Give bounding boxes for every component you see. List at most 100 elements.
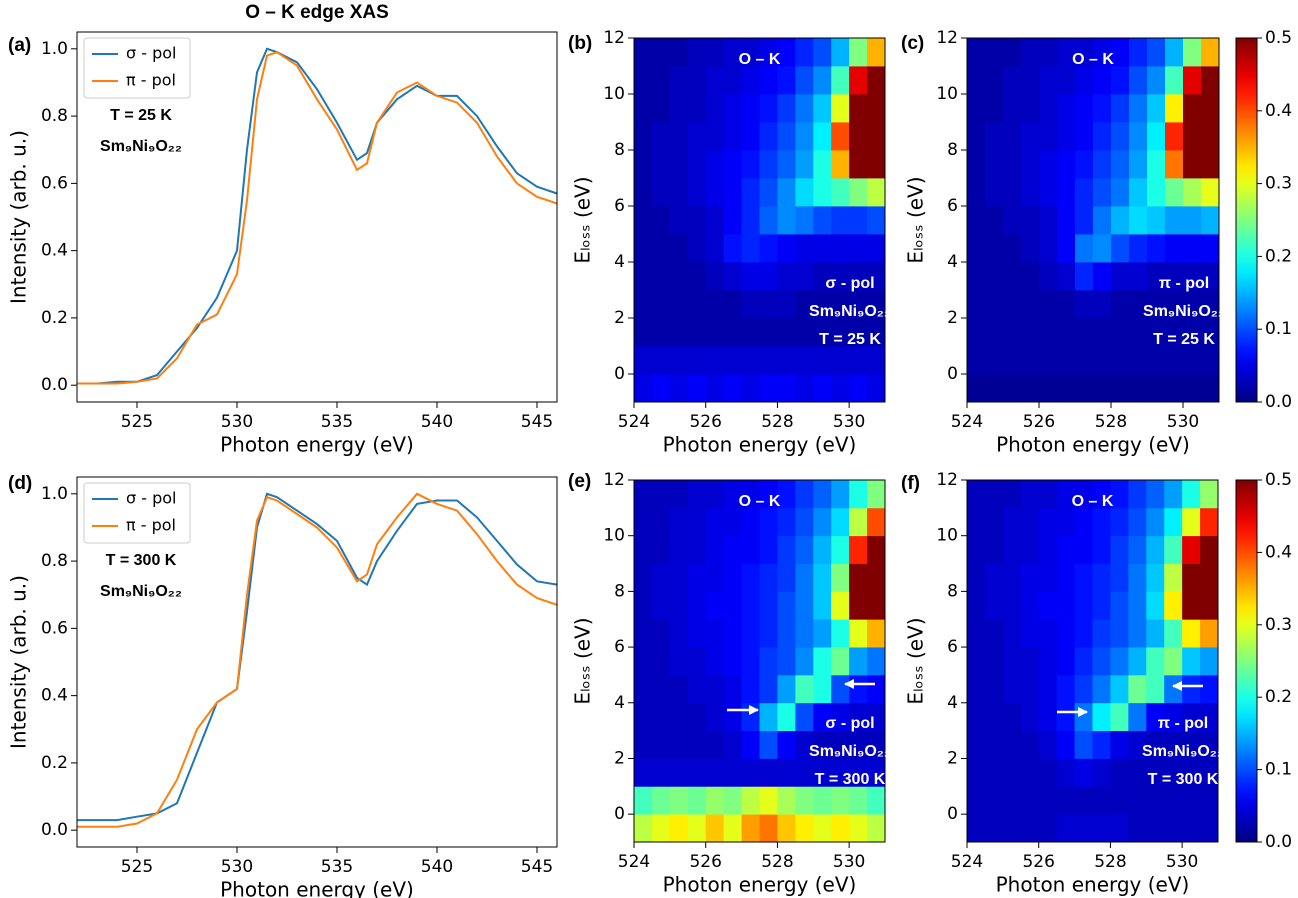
colorbar-tick-label: 0.1 <box>1265 760 1292 780</box>
y-tick-label: 12 <box>603 28 625 48</box>
heatmap-cell <box>1074 674 1093 704</box>
heatmap-cell <box>1092 563 1111 592</box>
heatmap-cell <box>1003 178 1022 207</box>
x-tick-label: 525 <box>121 857 153 877</box>
heatmap-cell <box>1020 591 1040 620</box>
annotation: O – K <box>739 493 781 510</box>
heatmap-cell <box>651 178 671 207</box>
heatmap-cell <box>1201 318 1220 347</box>
heatmap-cell <box>813 234 832 263</box>
heatmap-cell <box>831 262 850 291</box>
heatmap-cell <box>1164 563 1183 592</box>
heatmap-cell <box>1074 591 1093 620</box>
heatmap-cell <box>1147 374 1166 403</box>
heatmap-cell <box>849 480 868 509</box>
heatmap-cell <box>1002 591 1022 620</box>
heatmap-cell <box>867 374 886 403</box>
heatmap-cell <box>967 674 986 704</box>
heatmap-cell <box>651 150 671 179</box>
heatmap-cell <box>777 290 796 319</box>
heatmap-cell <box>1074 786 1093 815</box>
colorbar <box>1235 37 1258 403</box>
heatmap-cell <box>723 66 742 95</box>
heatmap-cell <box>1182 507 1201 537</box>
heatmap-cell <box>705 480 725 509</box>
heatmap-cell <box>1020 702 1040 732</box>
heatmap-cell <box>687 122 707 151</box>
x-axis-label: Photon energy (eV) <box>220 433 414 457</box>
heatmap-cell <box>984 758 1004 787</box>
heatmap-cell <box>1164 507 1183 537</box>
heatmap-cell <box>795 318 814 347</box>
heatmap-cell <box>795 758 814 787</box>
heatmap-cell <box>985 38 1004 67</box>
heatmap-cell <box>867 206 886 235</box>
heatmap-cell <box>1021 150 1040 179</box>
heatmap-cell <box>831 591 850 620</box>
heatmap-cell <box>777 346 796 375</box>
heatmap-cell <box>849 290 868 319</box>
heatmap-cell <box>777 94 796 123</box>
heatmap-cell <box>1147 94 1166 123</box>
heatmap-cell <box>705 122 725 151</box>
heatmap-cell <box>1110 674 1129 704</box>
x-tick-label: 540 <box>421 857 453 877</box>
y-tick-label: 4 <box>947 693 958 713</box>
heatmap-cell <box>1057 234 1076 263</box>
heatmap-cell <box>867 786 886 815</box>
heatmap-cell <box>1183 206 1202 235</box>
heatmap-cell <box>795 647 814 676</box>
x-tick-label: 526 <box>689 852 721 872</box>
heatmap-cell <box>1021 374 1040 403</box>
heatmap-cell <box>1074 730 1093 759</box>
colorbar-tick-label: 0.0 <box>1265 832 1292 852</box>
heatmap-cell <box>1039 346 1058 375</box>
heatmap-cell <box>741 619 760 648</box>
heatmap-cell <box>813 38 832 67</box>
heatmap-cell <box>849 591 868 620</box>
heatmap-cell <box>634 563 653 592</box>
heatmap-cell <box>1111 290 1130 319</box>
heatmap-cell <box>813 262 832 291</box>
heatmap-cell <box>849 647 868 676</box>
heatmap-cell <box>985 206 1004 235</box>
heatmap-cell <box>669 480 689 509</box>
heatmap-cell <box>1020 786 1040 815</box>
heatmap-cell <box>831 38 850 67</box>
heatmap-cell <box>759 480 778 509</box>
heatmap-cell <box>1200 786 1219 815</box>
heatmap-cell <box>1074 563 1093 592</box>
heatmap-cell <box>967 647 986 676</box>
heatmap-cell <box>1057 318 1076 347</box>
heatmap-cell <box>967 374 986 403</box>
heatmap-cell <box>759 702 778 732</box>
heatmap-cell <box>967 480 986 509</box>
heatmap-cell <box>759 38 778 67</box>
heatmap-cell <box>795 507 814 537</box>
heatmap-cell <box>669 674 689 704</box>
heatmap-cell <box>651 619 671 648</box>
heatmap-cell <box>1075 150 1094 179</box>
heatmap-cell <box>777 758 796 787</box>
heatmap-cell <box>1075 374 1094 403</box>
heatmap-cell <box>687 814 707 843</box>
heatmap-cell <box>813 647 832 676</box>
heatmap-cell <box>669 150 689 179</box>
heatmap-cell <box>831 535 850 564</box>
heatmap-cell <box>1074 758 1093 787</box>
heatmap-cell <box>651 674 671 704</box>
heatmap-cell <box>1129 150 1148 179</box>
heatmap-cell <box>669 94 689 123</box>
heatmap-cell <box>1075 122 1094 151</box>
heatmap-cell <box>1093 346 1112 375</box>
heatmap-cell <box>669 563 689 592</box>
panel-label: (a) <box>8 35 31 56</box>
heatmap-cell <box>634 647 653 676</box>
heatmap-cell <box>1165 290 1184 319</box>
heatmap-cell <box>634 674 653 704</box>
heatmap-cell <box>759 206 778 235</box>
y-tick-label: 4 <box>947 252 958 272</box>
heatmap-cell <box>1164 730 1183 759</box>
heatmap-cell <box>1110 814 1129 843</box>
y-tick-label: 0.2 <box>41 308 68 328</box>
